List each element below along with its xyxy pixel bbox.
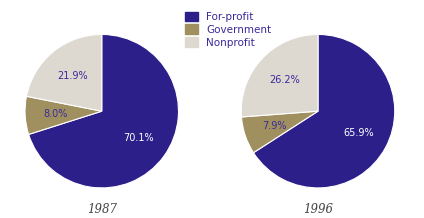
Wedge shape bbox=[26, 34, 102, 111]
Text: 70.1%: 70.1% bbox=[124, 133, 154, 143]
Text: 8.0%: 8.0% bbox=[44, 109, 68, 119]
Text: 1987: 1987 bbox=[87, 203, 117, 216]
Text: 7.9%: 7.9% bbox=[262, 121, 287, 131]
Wedge shape bbox=[254, 34, 395, 188]
Text: 65.9%: 65.9% bbox=[343, 128, 374, 138]
Text: 1996: 1996 bbox=[303, 203, 333, 216]
Wedge shape bbox=[25, 96, 102, 135]
Wedge shape bbox=[242, 111, 318, 153]
Text: 21.9%: 21.9% bbox=[57, 71, 88, 81]
Wedge shape bbox=[241, 34, 318, 117]
Wedge shape bbox=[29, 34, 179, 188]
Legend: For-profit, Government, Nonprofit: For-profit, Government, Nonprofit bbox=[183, 10, 273, 50]
Text: 26.2%: 26.2% bbox=[269, 75, 300, 85]
